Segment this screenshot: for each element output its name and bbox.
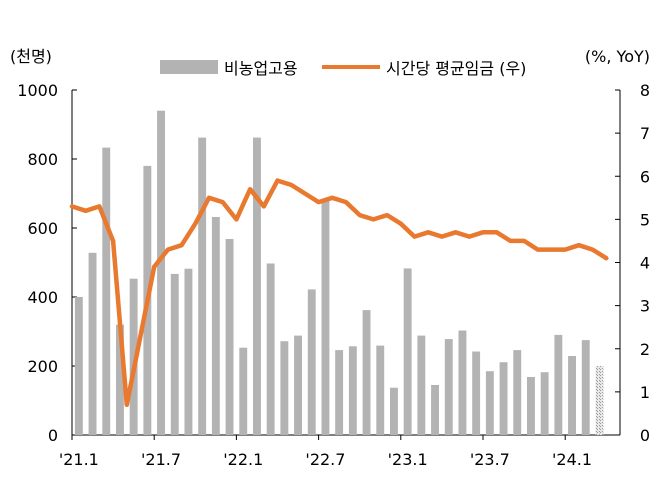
bar: [568, 356, 576, 435]
bar: [253, 137, 261, 435]
tick-labels: 0 200 400 600 800 1000 0 1 2 3 4 5 6 7 8 '21.1 '21.7 '22.…: [17, 81, 650, 469]
bar: [157, 110, 165, 435]
bar: [431, 385, 439, 435]
right-tick-label: 2: [640, 340, 650, 359]
right-tick-label: 6: [640, 167, 650, 186]
x-tick-label: '21.1: [59, 450, 99, 469]
bar: [540, 372, 549, 435]
x-tick-label: '24.1: [552, 450, 592, 469]
legend: 비농업고용 시간당 평균임금 (우): [160, 59, 526, 78]
right-tick-label: 8: [640, 81, 650, 100]
bar: [444, 339, 453, 435]
bar-series: [74, 110, 604, 435]
bar: [129, 278, 138, 435]
right-tick-label: 0: [640, 426, 650, 445]
left-tick-label: 400: [27, 288, 58, 307]
bar: [102, 147, 111, 435]
bar: [225, 239, 234, 435]
bar: [527, 377, 535, 435]
bar: [239, 347, 248, 435]
bar: [485, 371, 494, 435]
bar: [458, 330, 467, 435]
left-axis-title: (천명): [10, 47, 52, 66]
left-tick-label: 1000: [17, 81, 58, 100]
legend-bar-label: 비농업고용: [224, 59, 298, 78]
right-axis-title: (%, YoY): [585, 47, 650, 66]
bar: [74, 297, 83, 435]
bar: [198, 137, 207, 435]
left-tick-label: 600: [27, 219, 58, 238]
bar: [116, 324, 124, 435]
bar: [472, 351, 481, 435]
left-tick-label: 200: [27, 357, 58, 376]
bar-latest-estimate: [595, 366, 604, 435]
right-tick-label: 7: [640, 124, 650, 143]
right-tick-label: 1: [640, 383, 650, 402]
bar: [362, 310, 371, 435]
x-tick-label: '22.7: [305, 450, 345, 469]
bar: [376, 345, 385, 435]
line-series: [69, 178, 609, 408]
x-tick-label: '22.1: [223, 450, 263, 469]
x-tick-label: '21.7: [141, 450, 181, 469]
wage-line: [69, 178, 609, 408]
legend-bar-swatch: [160, 60, 218, 74]
bar: [417, 335, 426, 435]
bar: [280, 341, 289, 435]
bar: [88, 252, 97, 435]
bar: [211, 217, 220, 435]
left-tick-label: 0: [48, 426, 58, 445]
bar: [403, 268, 412, 435]
bar: [170, 273, 179, 435]
right-tick-label: 5: [640, 210, 650, 229]
x-tick-label: '23.7: [470, 450, 510, 469]
bar: [513, 350, 522, 435]
bar: [554, 334, 563, 435]
right-tick-label: 3: [640, 297, 650, 316]
bar: [499, 362, 508, 435]
bar: [335, 350, 344, 435]
bar: [390, 387, 398, 435]
bar: [581, 340, 590, 435]
x-tick-label: '23.1: [388, 450, 428, 469]
bar: [294, 335, 302, 435]
bar: [307, 289, 316, 435]
legend-line-label: 시간당 평균임금 (우): [386, 59, 526, 78]
bar: [348, 346, 357, 435]
right-tick-label: 4: [640, 254, 650, 273]
bar: [266, 263, 275, 435]
bar: [321, 200, 330, 435]
bar: [184, 268, 193, 435]
left-tick-label: 800: [27, 150, 58, 169]
